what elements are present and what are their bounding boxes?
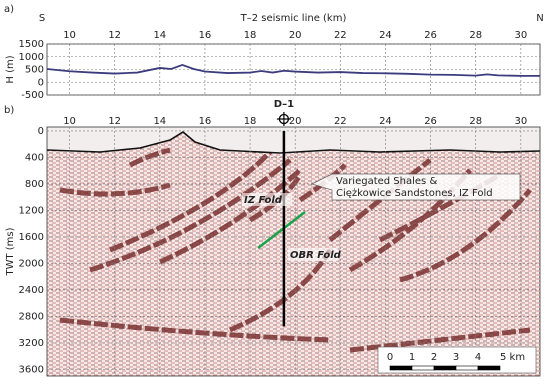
seismic-image: [47, 127, 540, 376]
x-tick-label: 28: [469, 116, 482, 127]
x-tick-label: 26: [424, 30, 437, 41]
scale-bar-label: 0: [387, 352, 393, 363]
y-tick-label: 2800: [19, 311, 44, 322]
end-label: N: [536, 13, 543, 24]
x-tick-label: 28: [469, 30, 482, 41]
scale-bar-segment: [433, 365, 457, 371]
x-tick-label: 16: [199, 116, 212, 127]
scale-bar-label: 1: [409, 352, 415, 363]
panel-label: b): [4, 105, 14, 116]
callout-text: Variegated Shales &: [336, 176, 437, 187]
scale-bar-segment: [389, 365, 413, 371]
scale-bar-label: 4: [475, 352, 481, 363]
callout-text: Ciężkowice Sandstones, IZ Fold: [336, 188, 493, 199]
y-tick-label: 800: [25, 179, 44, 190]
x-tick-label: 22: [334, 30, 347, 41]
scale-bar-segment: [411, 365, 435, 371]
y-tick-label: -500: [21, 90, 44, 101]
scale-bar-segment: [477, 365, 501, 371]
x-tick-label: 10: [63, 30, 76, 41]
scale-bar-segment: [455, 365, 479, 371]
annotation: OBR Fold: [290, 250, 342, 261]
y-tick-label: 3200: [19, 338, 44, 349]
callout: [311, 173, 521, 201]
y-tick-label: 1600: [19, 232, 44, 243]
x-tick-label: 18: [244, 30, 257, 41]
x-tick-label: 18: [244, 116, 257, 127]
x-tick-label: 12: [108, 116, 121, 127]
x-tick-label: 24: [379, 116, 392, 127]
y-tick-label: 500: [25, 65, 44, 76]
end-label: S: [39, 13, 45, 24]
x-tick-label: 20: [289, 30, 302, 41]
annotation-bg: [288, 248, 338, 261]
y-tick-label: 400: [25, 152, 44, 163]
annotation-bg: [242, 193, 292, 206]
y-tick-label: 2400: [19, 285, 44, 296]
x-tick-label: 24: [379, 30, 392, 41]
y-tick-label: 3600: [19, 364, 44, 375]
plot-frame: [46, 126, 541, 377]
y-axis-title: TWT (ms): [5, 227, 16, 276]
well-label: D–1: [274, 99, 294, 110]
x-tick-label: 12: [108, 30, 121, 41]
fault-line: [257, 211, 306, 249]
scale-bar-label: 2: [431, 352, 437, 363]
x-tick-label: 14: [153, 116, 166, 127]
y-axis-title: H (m): [5, 55, 16, 83]
y-tick-label: 1500: [19, 39, 44, 50]
y-tick-label: 0: [38, 77, 44, 88]
x-tick-label: 30: [514, 30, 527, 41]
panel-label: a): [4, 4, 14, 15]
x-tick-label: 14: [153, 30, 166, 41]
annotation: IZ Fold: [244, 195, 283, 206]
x-tick-label: 26: [424, 116, 437, 127]
y-tick-label: 1000: [19, 52, 44, 63]
scale-bar-label: 5 km: [500, 352, 525, 363]
scale-bar-label: 3: [453, 352, 459, 363]
x-tick-label: 20: [289, 116, 302, 127]
x-tick-label: 16: [199, 30, 212, 41]
x-tick-label: 30: [514, 116, 527, 127]
x-tick-label: 10: [63, 116, 76, 127]
y-tick-label: 1200: [19, 205, 44, 216]
y-tick-label: 2000: [19, 258, 44, 269]
x-axis-title: T–2 seismic line (km): [240, 13, 347, 24]
data-line: [46, 63, 540, 77]
y-tick-label: 0: [38, 126, 44, 137]
x-tick-label: 22: [334, 116, 347, 127]
